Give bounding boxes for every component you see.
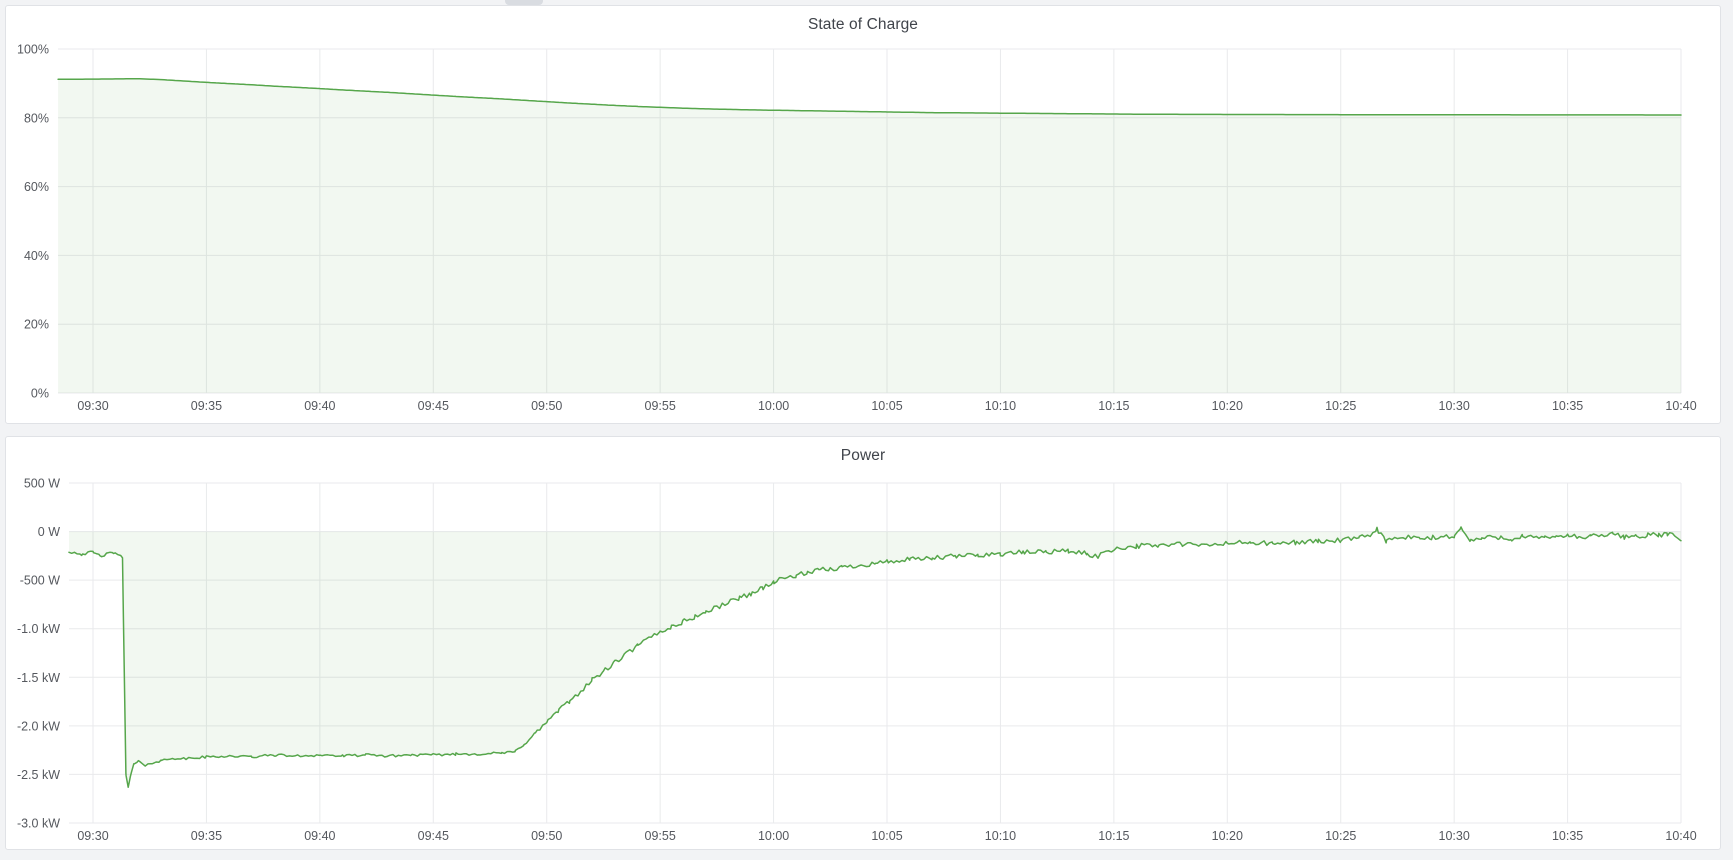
x-tick-label: 09:40 xyxy=(304,829,335,843)
y-tick-label: 0% xyxy=(31,387,49,401)
x-tick-label: 09:45 xyxy=(418,399,449,413)
x-tick-label: 10:40 xyxy=(1665,829,1696,843)
y-tick-label: 0 W xyxy=(38,525,60,539)
y-tick-label: 60% xyxy=(24,180,49,194)
panel-title-state-of-charge[interactable]: State of Charge xyxy=(807,16,919,33)
x-tick-label: 10:35 xyxy=(1552,829,1583,843)
x-tick-label: 10:20 xyxy=(1212,399,1243,413)
y-tick-label: -3.0 kW xyxy=(17,817,60,831)
x-tick-label: 10:15 xyxy=(1098,829,1129,843)
x-tick-label: 09:40 xyxy=(304,399,335,413)
x-tick-label: 10:05 xyxy=(871,829,902,843)
x-tick-label: 09:30 xyxy=(77,829,108,843)
panel-power[interactable]: Power 500 W 0 W -500 W -1.0 kW -1.5 kW -2.0 k… xyxy=(5,436,1721,850)
x-tick-label: 09:55 xyxy=(645,829,676,843)
panel-title-power[interactable]: Power xyxy=(840,447,886,464)
x-tick-label: 09:45 xyxy=(418,829,449,843)
y-tick-label: 100% xyxy=(17,43,49,57)
y-tick-label: -500 W xyxy=(20,574,60,588)
y-tick-label: -2.0 kW xyxy=(17,719,60,733)
x-tick-label: 10:10 xyxy=(985,829,1016,843)
x-tick-label: 10:30 xyxy=(1439,829,1470,843)
series-line xyxy=(57,78,1682,116)
series-line xyxy=(68,526,1682,788)
y-tick-label: -1.5 kW xyxy=(17,671,60,685)
x-tick-label: 10:00 xyxy=(758,399,789,413)
power-chart[interactable]: 500 W 0 W -500 W -1.0 kW -1.5 kW -2.0 kW -2.5 … xyxy=(6,437,1720,849)
x-tick-label: 10:15 xyxy=(1098,399,1129,413)
x-tick-label: 10:20 xyxy=(1212,829,1243,843)
x-tick-label: 10:25 xyxy=(1325,399,1356,413)
series-fill xyxy=(69,527,1681,788)
state-of-charge-chart[interactable]: 100% 80% 60% 40% 20% 0% 09:30 09:35 09:40 09:45 09… xyxy=(6,6,1720,423)
x-tick-label: 09:50 xyxy=(531,829,562,843)
series-fill xyxy=(58,78,1682,394)
x-tick-label: 09:30 xyxy=(77,399,108,413)
x-tick-label: 10:00 xyxy=(758,829,789,843)
x-tick-label: 09:50 xyxy=(531,399,562,413)
y-tick-label: 500 W xyxy=(24,477,60,491)
x-tick-label: 10:30 xyxy=(1439,399,1470,413)
x-tick-label: 10:05 xyxy=(871,399,902,413)
x-tick-label: 10:25 xyxy=(1325,829,1356,843)
y-tick-label: -2.5 kW xyxy=(17,768,60,782)
x-tick-label: 10:40 xyxy=(1665,399,1696,413)
x-tick-label: 10:10 xyxy=(985,399,1016,413)
x-tick-label: 10:35 xyxy=(1552,399,1583,413)
y-tick-label: 20% xyxy=(24,318,49,332)
x-tick-label: 09:55 xyxy=(645,399,676,413)
y-tick-label: 80% xyxy=(24,111,49,125)
panel-state-of-charge[interactable]: State of Charge 100% 80% 60% 40% 20% 0% 09:30 0… xyxy=(5,5,1721,424)
y-tick-label: 40% xyxy=(24,249,49,263)
y-tick-label: -1.0 kW xyxy=(17,622,60,636)
x-tick-label: 09:35 xyxy=(191,399,222,413)
x-tick-label: 09:35 xyxy=(191,829,222,843)
page-top-notch xyxy=(505,0,543,5)
